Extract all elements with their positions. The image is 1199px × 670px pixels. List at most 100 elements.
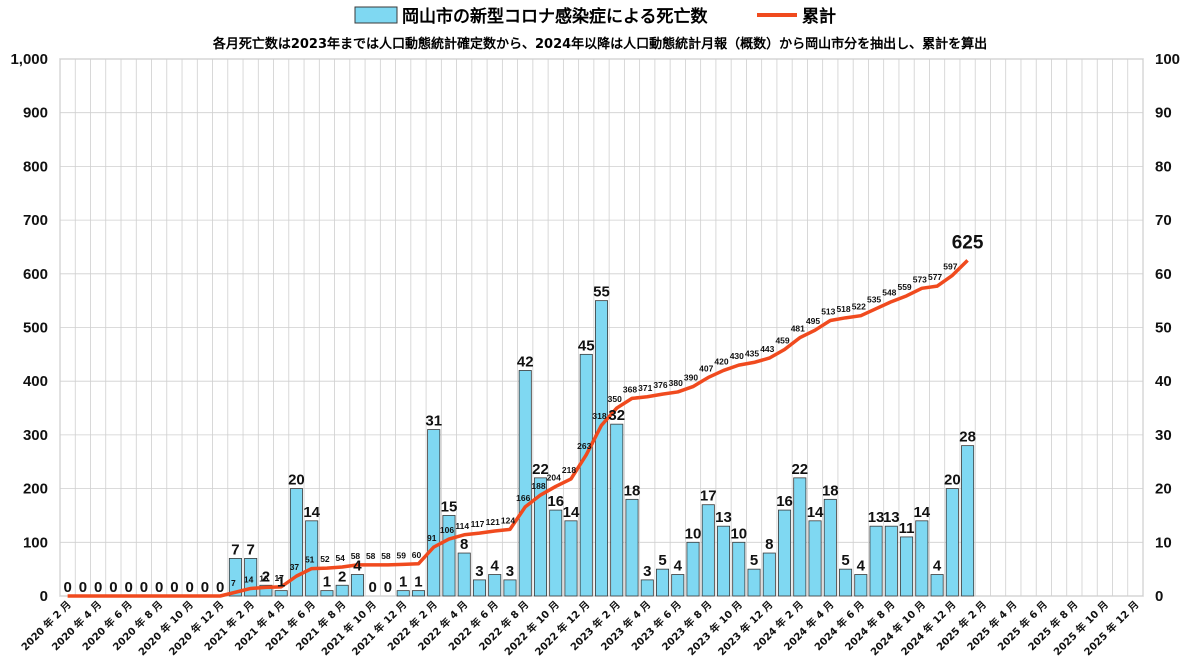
cumulative-value-label: 114 [455,521,469,531]
cumulative-value-label: 368 [623,384,637,394]
cumulative-value-label: 218 [562,465,576,475]
bar-value-label: 0 [216,579,224,596]
legend-line-label: 累計 [802,6,836,27]
bar-value-label: 0 [155,579,163,596]
bar-value-label: 11 [899,520,915,537]
right-tick-label: 40 [1155,373,1172,390]
cumulative-value-label: 166 [516,493,530,503]
bar [854,574,868,597]
bar [884,525,898,597]
bar-value-label: 0 [185,579,193,596]
bar-value-label: 2 [262,568,270,585]
bar [396,590,410,597]
cumulative-value-label: 121 [486,517,500,527]
bar-value-label: 1 [414,574,422,591]
right-tick-label: 90 [1155,105,1172,122]
bar-value-label: 14 [807,504,824,521]
bar-value-label: 13 [883,509,900,526]
bar-value-label: 42 [517,353,534,370]
bar [320,590,334,597]
bar-value-label: 14 [303,504,320,521]
cumulative-value-label: 37 [290,562,300,572]
cumulative-value-label: 17 [274,573,284,583]
cumulative-value-label: 58 [381,551,391,561]
bar-value-label: 20 [944,472,961,489]
bar-value-label: 1 [277,574,285,591]
cumulative-value-label: 420 [714,356,728,366]
cumulative-value-label: 7 [231,578,236,588]
bar-value-label: 3 [643,563,651,580]
bar-value-label: 18 [822,482,839,499]
bar [701,504,715,597]
cumulative-value-label: 350 [608,394,622,404]
right-tick-label: 70 [1155,212,1172,229]
bar-value-label: 45 [578,337,595,354]
bar [533,477,547,597]
cumulative-value-label: 117 [471,519,485,529]
bar-value-label: 31 [425,413,442,430]
bar-value-label: 10 [730,525,747,542]
x-tick-label: 2025 年 10 月 [1051,598,1111,658]
cumulative-value-label: 535 [867,295,881,305]
left-tick-label: 500 [23,320,48,337]
bars [228,300,975,597]
bar [350,574,364,597]
cumulative-value-label: 430 [730,351,744,361]
cumulative-value-label: 60 [412,550,422,560]
left-tick-label: 800 [23,158,48,175]
bar-value-label: 17 [700,488,717,505]
bar-value-label: 5 [750,552,758,569]
x-tick-label: 2021 年 12 月 [349,598,409,658]
cumulative-value-label: 459 [775,336,789,346]
bar [579,353,593,597]
cumulative-value-label: 559 [897,282,911,292]
cumulative-value-label: 376 [653,380,667,390]
x-tick-label: 2022 年 10 月 [502,598,562,658]
cumulative-value-label: 380 [669,378,683,388]
bar [915,520,929,597]
legend-bar-swatch [354,6,398,24]
bar [900,536,914,597]
bar [823,498,837,597]
right-tick-label: 10 [1155,534,1172,551]
bar [747,568,761,597]
right-tick-label: 20 [1155,481,1172,498]
bar-value-label: 1 [399,574,407,591]
bar [610,423,624,597]
bar-value-label: 13 [868,509,885,526]
bar [457,552,471,597]
bar-value-label: 3 [506,563,514,580]
cumulative-value-label: 513 [821,307,835,317]
bar [808,520,822,597]
bar-value-label: 4 [933,558,942,575]
cumulative-value-label: 263 [577,441,591,451]
bar-value-label: 55 [593,284,610,301]
right-tick-label: 50 [1155,320,1172,337]
cumulative-value-label: 91 [427,533,437,543]
bar [717,525,731,597]
left-tick-label: 0 [40,588,48,605]
cumulative-value-label: 58 [366,551,376,561]
cumulative-value-label: 518 [836,304,850,314]
bar-value-label: 16 [547,493,564,510]
cumulative-value-label: 577 [928,272,942,282]
bar-value-label: 13 [715,509,732,526]
cumulative-value-label: 371 [638,383,652,393]
bar [442,515,456,597]
bar [839,568,853,597]
bar-value-label: 0 [201,579,209,596]
x-tick-label: 2024 年 10 月 [868,598,928,658]
bar [945,488,959,597]
x-tick-label: 2023 年 10 月 [685,598,745,658]
bar-value-label: 1 [323,574,331,591]
bar [335,584,349,597]
right-tick-label: 30 [1155,427,1172,444]
cumulative-value-label: 106 [440,525,454,535]
bar [732,541,746,597]
x-tick-label: 2023 年 12 月 [715,598,775,658]
right-axis: 0 10 20 30 40 50 60 70 80 90 100 [1155,51,1180,605]
right-tick-label: 80 [1155,158,1172,175]
x-tick-label: 2022 年 12 月 [532,598,592,658]
